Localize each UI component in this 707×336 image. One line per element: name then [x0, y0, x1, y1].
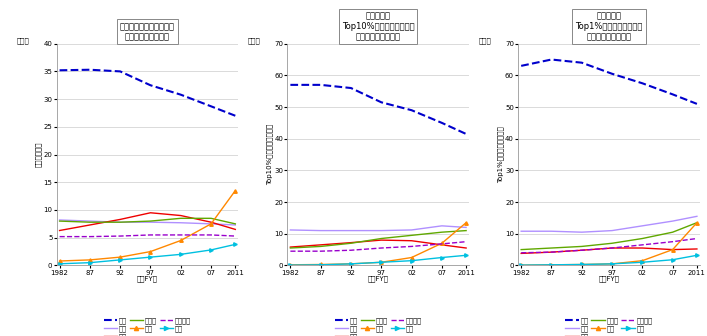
X-axis label: 年（FY）: 年（FY） — [368, 276, 389, 282]
Text: （％）: （％） — [16, 37, 29, 44]
X-axis label: 年（FY）: 年（FY） — [599, 276, 619, 282]
X-axis label: 年（FY）: 年（FY） — [137, 276, 158, 282]
Legend: 米国, 英国, 日本, ドイツ, 中国, フランス, 韓国: 米国, 英国, 日本, ドイツ, 中国, フランス, 韓国 — [334, 318, 422, 336]
Title: 全分野での論文数シェア
（整数カウント法）: 全分野での論文数シェア （整数カウント法） — [120, 22, 175, 42]
Legend: 米国, 英国, 日本, ドイツ, 中国, フランス, 韓国: 米国, 英国, 日本, ドイツ, 中国, フランス, 韓国 — [104, 318, 191, 336]
Y-axis label: Top1%補正論文数シェア: Top1%補正論文数シェア — [497, 126, 503, 183]
Text: （％）: （％） — [247, 37, 260, 44]
Legend: 米国, 英国, 日本, ドイツ, 中国, フランス, 韓国: 米国, 英国, 日本, ドイツ, 中国, フランス, 韓国 — [566, 318, 653, 336]
Y-axis label: Top10%補正論文数シェア: Top10%補正論文数シェア — [267, 124, 273, 185]
Text: （％）: （％） — [478, 37, 491, 44]
Y-axis label: 論文数シェア: 論文数シェア — [35, 142, 42, 167]
Title: 全分野での
Top1%補正論文数シェア
（整数カウント法）: 全分野での Top1%補正論文数シェア （整数カウント法） — [575, 12, 643, 42]
Title: 全分野での
Top10%補正論文数シェア
（整数カウント法）: 全分野での Top10%補正論文数シェア （整数カウント法） — [342, 12, 414, 42]
